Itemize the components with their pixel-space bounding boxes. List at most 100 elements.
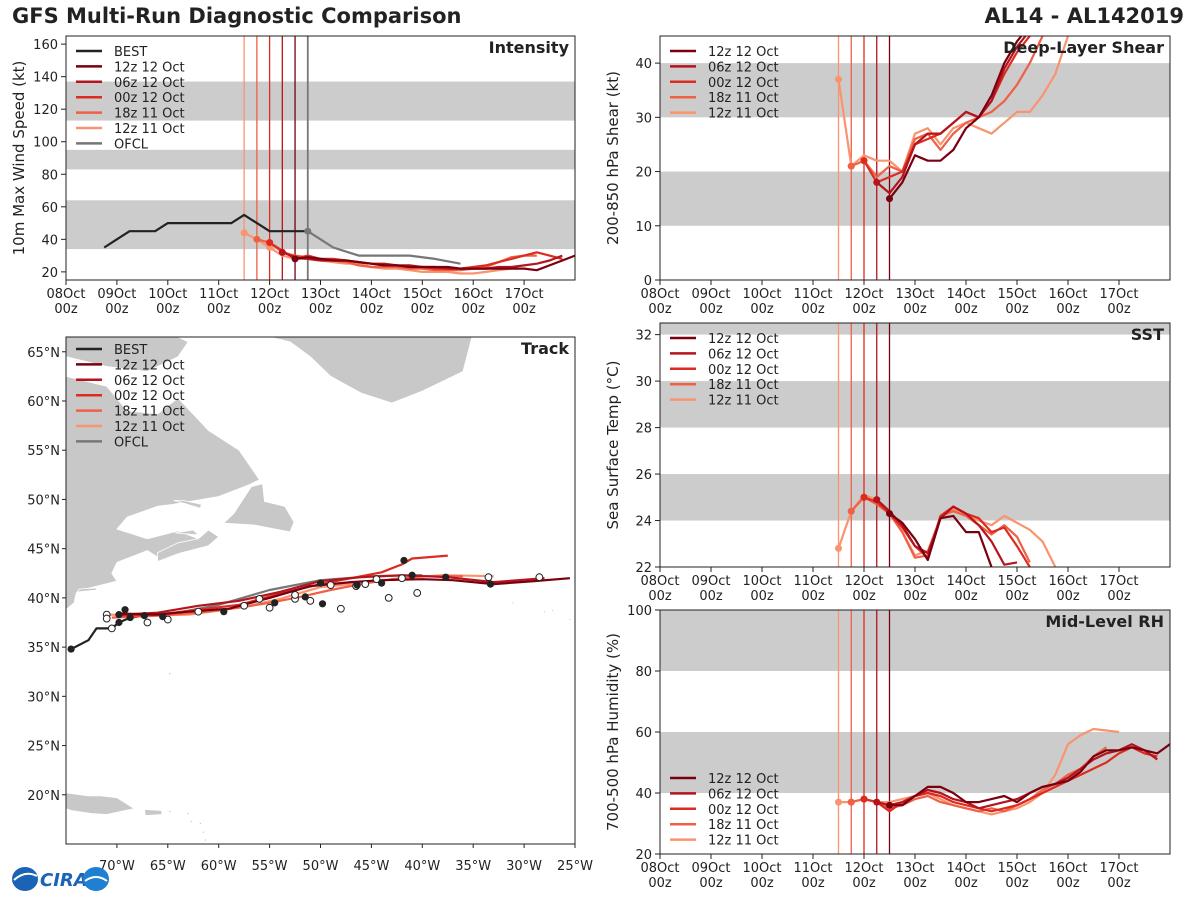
lesser-antilles-shape <box>207 885 209 887</box>
intensity-xtick-date: 13Oct <box>301 287 340 302</box>
shear-series-12z-11-Oct <box>837 36 1070 173</box>
land-mass-group <box>66 337 572 887</box>
rh-ylabel: 700-500 hPa Humidity (%) <box>604 633 622 831</box>
track-fix-filled <box>408 571 416 579</box>
rh-xtick-hour: 00z <box>852 876 876 891</box>
intensity-xtick-date: 14Oct <box>352 287 391 302</box>
track-legend-label: 06z 12 Oct <box>114 374 185 389</box>
intensity-xtick-hour: 00z <box>512 302 536 317</box>
rh-marker <box>873 798 881 806</box>
track-fix-open <box>194 607 203 616</box>
shear-panel: 01020304008Oct00z09Oct00z10Oct00z11Oct00… <box>604 35 1171 317</box>
sst-legend-label: 06z 12 Oct <box>708 347 779 362</box>
track-fix-open <box>291 591 299 599</box>
lesser-antilles-shape <box>189 819 193 823</box>
rh-series-06z-12-Oct <box>876 743 1158 810</box>
intensity-xtick-date: 15Oct <box>403 287 442 302</box>
sst-series-group <box>835 493 1057 567</box>
track-legend-label: 18z 11 Oct <box>114 405 185 420</box>
intensity-xtick-date: 16Oct <box>454 287 493 302</box>
track-lon-label: 40°W <box>404 859 440 874</box>
shear-marker <box>835 75 842 83</box>
track-lat-label: 30°N <box>27 690 60 705</box>
track-panel: 20°N 25°N 30°N 35°N 40°N 45°N 50°N 55°N 60°N 65°N… <box>27 336 593 887</box>
sst-xtick-hour: 00z <box>1005 589 1029 604</box>
sst-ytick-label: 28 <box>635 422 652 437</box>
anticosti-shape <box>173 499 202 509</box>
intensity-legend-label: 18z 11 Oct <box>114 107 185 122</box>
rh-xtick-hour: 00z <box>648 876 672 891</box>
sst-xtick-date: 11Oct <box>793 574 832 589</box>
shear-ytick-label: 10 <box>635 220 652 235</box>
sst-band-1 <box>660 381 1170 428</box>
rh-legend-label: 12z 11 Oct <box>708 834 779 849</box>
azores-shape <box>551 609 555 613</box>
rh-xtick-hour: 00z <box>954 876 978 891</box>
intensity-xtick-hour: 00z <box>156 302 180 317</box>
shear-xtick-hour: 00z <box>954 302 978 317</box>
shear-xtick-date: 09Oct <box>691 287 730 302</box>
track-legend-label: 12z 12 Oct <box>114 358 185 373</box>
sst-xtick-date: 16Oct <box>1048 574 1087 589</box>
track-fix-open <box>326 581 335 589</box>
rh-xtick-date: 15Oct <box>997 861 1036 876</box>
azores-shape <box>543 610 546 614</box>
track-legend-label: 12z 11 Oct <box>114 420 185 435</box>
track-lon-label: 35°W <box>455 859 491 874</box>
track-fix-filled <box>271 599 279 607</box>
baffin-shape <box>66 337 189 372</box>
intensity-legend-label: 00z 12 Oct <box>114 91 185 106</box>
shear-series-12z-12-Oct <box>888 36 1023 200</box>
intensity-ytick-label: 100 <box>33 136 58 151</box>
rh-xtick-date: 14Oct <box>946 861 985 876</box>
track-00z-12-Oct <box>116 554 448 617</box>
track-lon-label: 45°W <box>353 859 389 874</box>
sst-xtick-date: 10Oct <box>742 574 781 589</box>
shear-xtick-hour: 00z <box>1056 302 1080 317</box>
intensity-band-1 <box>66 149 575 170</box>
track-fix-open <box>306 596 315 605</box>
shear-legend-label: 00z 12 Oct <box>708 76 779 91</box>
rh-xtick-date: 16Oct <box>1048 861 1087 876</box>
rh-ytick-label: 20 <box>635 848 652 863</box>
lesser-antilles-shape <box>168 810 172 814</box>
rh-xtick-hour: 00z <box>750 876 774 891</box>
sst-legend-label: 12z 12 Oct <box>708 332 779 347</box>
shear-xtick-date: 12Oct <box>844 287 883 302</box>
track-fix-filled <box>486 580 495 588</box>
sst-marker <box>873 496 881 504</box>
shear-xtick-hour: 00z <box>903 302 927 317</box>
shear-marker <box>860 157 868 165</box>
intensity-legend-label: 12z 12 Oct <box>114 60 185 75</box>
shear-legend-label: 12z 11 Oct <box>708 107 779 122</box>
intensity-xtick-date: 17Oct <box>505 287 544 302</box>
shear-series-18z-11-Oct <box>850 36 1044 179</box>
shear-xtick-hour: 00z <box>1107 302 1131 317</box>
azores-shape <box>568 618 572 621</box>
shear-legend-label: 06z 12 Oct <box>708 60 779 75</box>
shear-series-06z-12-Oct <box>876 36 1027 195</box>
track-fix-filled <box>220 608 228 616</box>
intensity-ytick-label: 40 <box>41 233 58 248</box>
intensity-title: Intensity <box>489 38 570 57</box>
noaa-seal-icon <box>83 867 109 891</box>
rh-marker <box>847 798 855 806</box>
rh-legend-label: 06z 12 Oct <box>708 787 779 802</box>
rh-xtick-date: 17Oct <box>1099 861 1138 876</box>
rh-band-0 <box>660 732 1170 793</box>
sst-marker <box>886 510 893 518</box>
storm-id: AL14 - AL142019 <box>984 4 1185 28</box>
intensity-series-OFCL <box>307 230 461 265</box>
intensity-ytick-label: 20 <box>41 266 58 281</box>
shear-xtick-hour: 00z <box>648 302 672 317</box>
rh-panel: 2040608010008Oct00z09Oct00z10Oct00z11Oct… <box>604 604 1171 891</box>
lesser-antilles-shape <box>203 838 207 842</box>
lesser-antilles-shape <box>207 854 209 856</box>
cira-globe-icon <box>12 867 38 891</box>
shear-xtick-hour: 00z <box>801 302 825 317</box>
intensity-marker <box>304 227 312 235</box>
track-fix-open <box>361 580 370 589</box>
sst-xtick-hour: 00z <box>648 589 672 604</box>
track-fix-open <box>265 603 274 612</box>
shear-legend-label: 18z 11 Oct <box>708 91 779 106</box>
